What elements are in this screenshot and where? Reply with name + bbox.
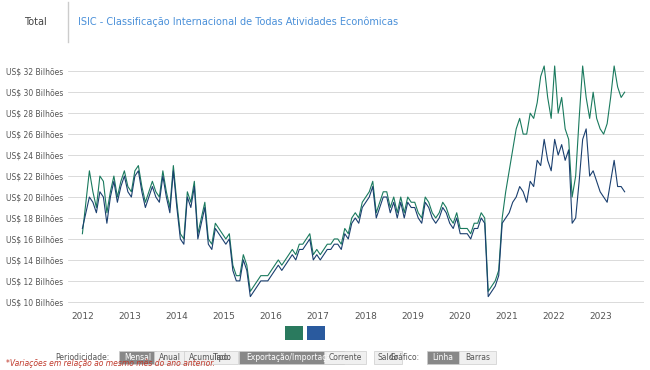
FancyBboxPatch shape <box>374 351 402 364</box>
Text: Tipo:: Tipo: <box>213 353 232 363</box>
FancyBboxPatch shape <box>307 326 325 340</box>
FancyBboxPatch shape <box>154 351 185 364</box>
FancyBboxPatch shape <box>427 351 458 364</box>
Text: Periodicidade:: Periodicidade: <box>56 353 110 363</box>
Text: Saldo: Saldo <box>378 353 398 362</box>
Text: Corrente: Corrente <box>328 353 362 362</box>
FancyBboxPatch shape <box>239 351 344 364</box>
Text: ISIC - Classificação Internacional de Todas Atividades Econômicas: ISIC - Classificação Internacional de To… <box>78 17 398 27</box>
Text: Mensal: Mensal <box>124 353 151 362</box>
Text: Total: Total <box>25 17 47 27</box>
Text: Acumulado: Acumulado <box>189 353 232 362</box>
FancyBboxPatch shape <box>184 351 237 364</box>
Text: *Variações em relação ao mesmo mês do ano anterior.: *Variações em relação ao mesmo mês do an… <box>6 359 216 368</box>
Text: Anual: Anual <box>159 353 181 362</box>
Text: Gráfico:: Gráfico: <box>390 353 420 363</box>
FancyBboxPatch shape <box>324 351 367 364</box>
FancyBboxPatch shape <box>459 351 496 364</box>
FancyBboxPatch shape <box>119 351 156 364</box>
Text: Barras: Barras <box>465 353 490 362</box>
Text: Linha: Linha <box>432 353 453 362</box>
Text: Exportação/Importação: Exportação/Importação <box>246 353 336 362</box>
FancyBboxPatch shape <box>285 326 303 340</box>
